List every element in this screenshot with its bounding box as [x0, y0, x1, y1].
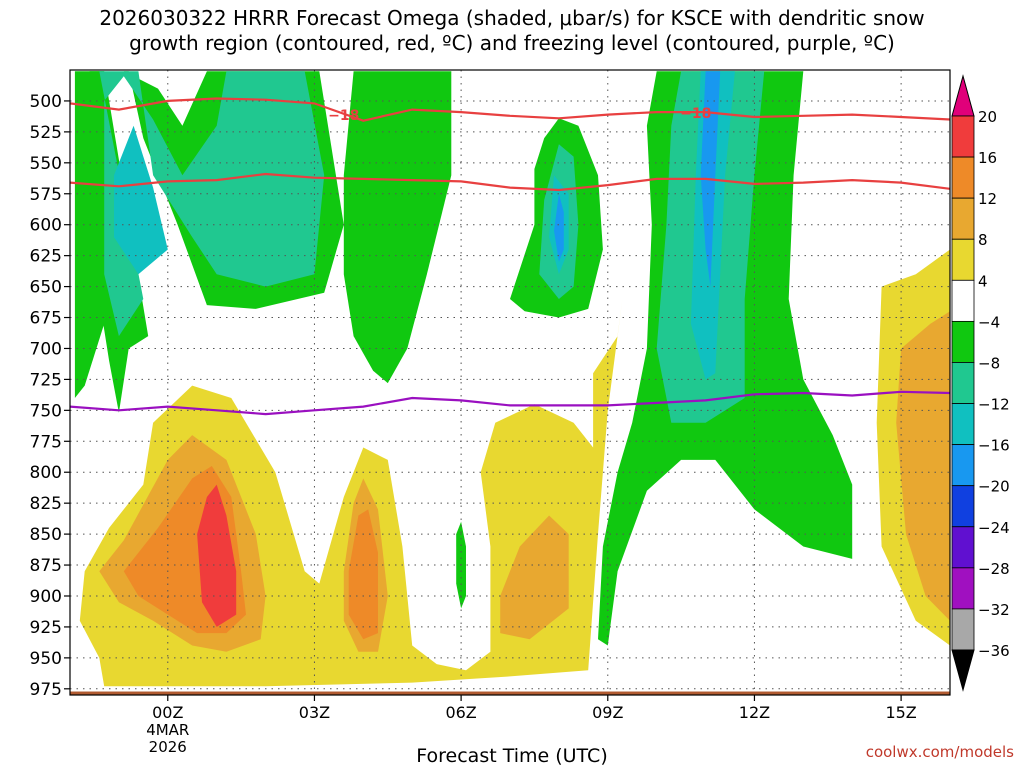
colorbar-swatch — [951, 362, 975, 404]
y-tick-label: 575 — [30, 185, 62, 205]
colorbar-top-arrow — [951, 74, 975, 117]
y-tick-label: 975 — [30, 680, 62, 700]
omega-region-10 — [500, 515, 569, 640]
colorbar-label: −20 — [978, 478, 1010, 496]
y-tick-label: 750 — [30, 401, 62, 421]
omega-region-22 — [554, 193, 564, 262]
colorbar-swatch — [951, 320, 975, 363]
contour-lines: −18 −18 — [70, 97, 950, 416]
colorbar-label: −16 — [978, 437, 1010, 455]
chart-title-line1: 2026030322 HRRR Forecast Omega (shaded, … — [99, 6, 925, 30]
y-tick-label: 700 — [30, 339, 62, 359]
x-tick-sublabel: 4MAR — [146, 721, 189, 739]
y-tick-label: 900 — [30, 587, 62, 607]
omega-region-14 — [197, 484, 237, 627]
colorbar-label: −28 — [978, 560, 1010, 578]
chart-title-line2: growth region (contoured, red, ºC) and f… — [129, 31, 895, 55]
x-axis-label: Forecast Time (UTC) — [416, 745, 608, 767]
colorbar-label: −8 — [978, 354, 1000, 372]
x-tick-label: 06Z — [445, 703, 476, 722]
omega-region-18 — [114, 125, 168, 275]
y-tick-label: 850 — [30, 525, 62, 545]
colorbar-swatch — [951, 238, 975, 281]
omega-shading — [74, 71, 950, 687]
contour-label-1: −18 — [680, 106, 711, 122]
y-tick-label: 500 — [30, 92, 62, 112]
grid-lines — [70, 70, 950, 695]
y-tick-label: 775 — [30, 432, 62, 452]
y-tick-label: 625 — [30, 247, 62, 267]
y-tick-label: 725 — [30, 370, 62, 390]
y-tick-label: 875 — [30, 556, 62, 576]
omega-region-13 — [348, 509, 378, 640]
colorbar-label: 20 — [978, 108, 997, 126]
omega-region-2 — [343, 71, 452, 384]
colorbar-label: −24 — [978, 519, 1010, 537]
colorbar-swatch — [951, 197, 975, 240]
omega-region-15 — [99, 71, 325, 337]
omega-region-11 — [896, 311, 950, 621]
contour-line-2 — [70, 390, 950, 416]
colorbar-swatch — [951, 485, 975, 528]
colorbar-swatch — [951, 526, 975, 569]
y-axis-ticks: 500 525 550 575 600 625 650 675 700 725 750 775 800 8… — [30, 92, 70, 700]
ground-strip — [70, 691, 950, 695]
site-credit: coolwx.com/models — [865, 743, 1014, 761]
plot-frame — [69, 69, 951, 696]
x-tick-label: 15Z — [885, 703, 916, 722]
colorbar-label: 8 — [978, 231, 988, 249]
y-tick-label: 525 — [30, 123, 62, 143]
colorbar-label: 4 — [978, 272, 988, 290]
colorbar-swatch — [951, 444, 975, 487]
colorbar-swatch — [951, 403, 975, 446]
colorbar-swatch — [951, 115, 975, 158]
colorbar-bottom-arrow — [951, 649, 975, 692]
ground-surface — [70, 691, 950, 695]
y-tick-label: 650 — [30, 278, 62, 298]
colorbar-swatch — [951, 156, 975, 199]
y-tick-label: 825 — [30, 494, 62, 514]
x-tick-label: 03Z — [299, 703, 330, 722]
colorbar-label: −12 — [978, 396, 1010, 414]
colorbar-label: 16 — [978, 149, 997, 167]
colorbar-swatch — [951, 567, 975, 610]
y-tick-label: 800 — [30, 463, 62, 483]
contour-label-0: −18 — [328, 108, 359, 124]
y-tick-label: 550 — [30, 154, 62, 174]
y-tick-label: 675 — [30, 309, 62, 329]
y-tick-label: 950 — [30, 649, 62, 669]
x-tick-label: 09Z — [592, 703, 623, 722]
colorbar-label: −32 — [978, 601, 1010, 619]
contour-line-1 — [70, 172, 950, 192]
x-tick-label: 00Z — [152, 703, 183, 722]
colorbar-swatch — [951, 279, 975, 322]
x-tick-sublabel: 2026 — [149, 738, 187, 756]
contour-line-0 — [70, 97, 950, 122]
y-tick-label: 925 — [30, 618, 62, 638]
x-tick-label: 12Z — [739, 703, 770, 722]
colorbar-legend: 20 16 12 8 4 −4 −8 −12 −16 −20 −24 −28 −32 −36 — [951, 74, 1010, 692]
colorbar-swatch — [951, 608, 975, 651]
colorbar-label: −36 — [978, 642, 1010, 660]
colorbar-label: −4 — [978, 313, 1000, 331]
y-tick-label: 600 — [30, 216, 62, 236]
colorbar-label: 12 — [978, 190, 997, 208]
